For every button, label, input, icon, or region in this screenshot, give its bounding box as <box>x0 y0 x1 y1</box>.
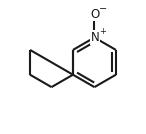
Text: O: O <box>91 8 100 21</box>
Text: +: + <box>99 27 106 36</box>
Text: N: N <box>91 31 99 44</box>
Text: −: − <box>99 4 107 14</box>
